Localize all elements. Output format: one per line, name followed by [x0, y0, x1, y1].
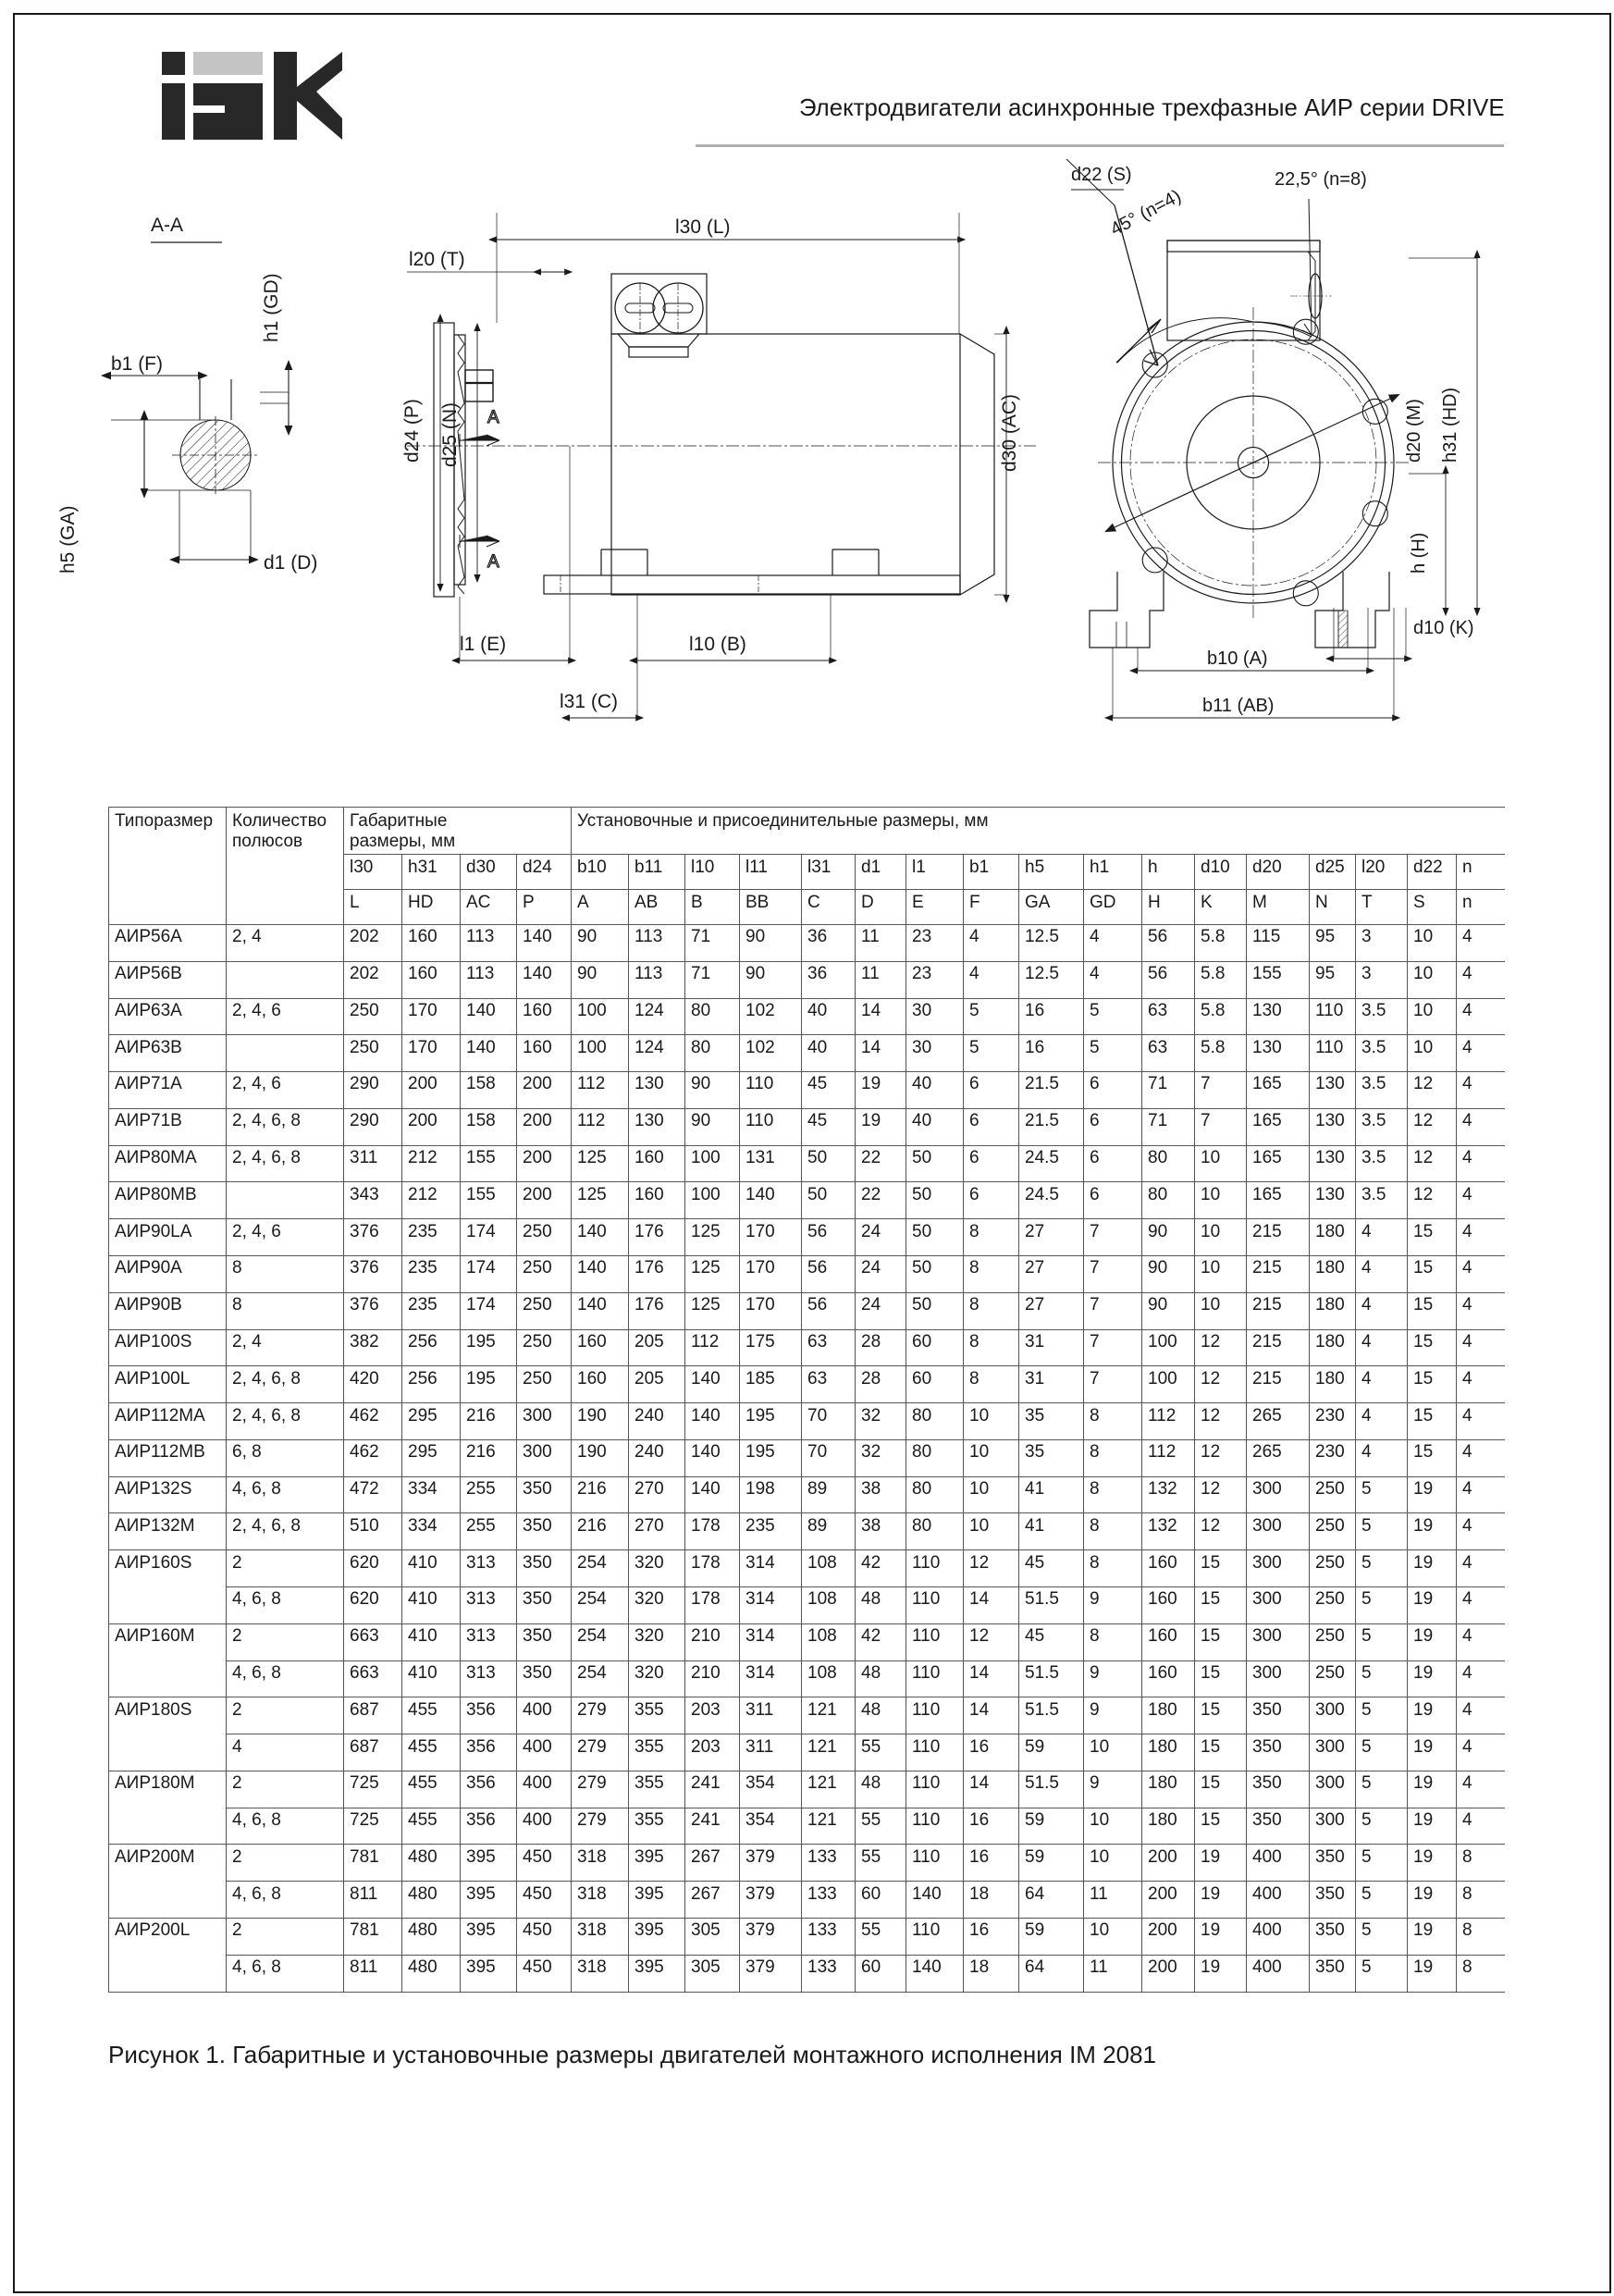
svg-text:l30 (L): l30 (L): [675, 216, 731, 238]
svg-text:d20 (M): d20 (M): [1404, 399, 1424, 463]
svg-text:l20 (T): l20 (T): [409, 249, 465, 270]
svg-text:A: A: [487, 552, 499, 572]
svg-text:d1 (D): d1 (D): [264, 552, 317, 574]
svg-text:d30 (AC): d30 (AC): [999, 394, 1020, 472]
svg-text:d22 (S): d22 (S): [1071, 165, 1132, 185]
svg-text:d24 (P): d24 (P): [401, 399, 423, 463]
svg-text:h1 (GD): h1 (GD): [261, 273, 282, 342]
svg-text:A: A: [487, 408, 499, 427]
svg-text:A-A: A-A: [151, 215, 183, 236]
svg-text:22,5° (n=8): 22,5° (n=8): [1275, 169, 1367, 190]
svg-text:h31 (HD): h31 (HD): [1440, 388, 1460, 463]
svg-text:l31 (C): l31 (C): [560, 691, 618, 712]
svg-text:b1 (F): b1 (F): [111, 353, 163, 375]
svg-text:d25 (N): d25 (N): [439, 402, 461, 467]
svg-text:45° (n=4): 45° (n=4): [1107, 186, 1185, 240]
svg-text:h (H): h (H): [1409, 533, 1429, 574]
svg-text:h5 (GA): h5 (GA): [57, 505, 79, 574]
svg-text:l10 (B): l10 (B): [689, 634, 746, 655]
svg-text:b11 (AB): b11 (AB): [1202, 696, 1274, 716]
svg-text:l1 (E): l1 (E): [460, 634, 506, 655]
svg-text:d10 (K): d10 (K): [1413, 618, 1474, 638]
svg-text:b10 (A): b10 (A): [1207, 648, 1268, 669]
